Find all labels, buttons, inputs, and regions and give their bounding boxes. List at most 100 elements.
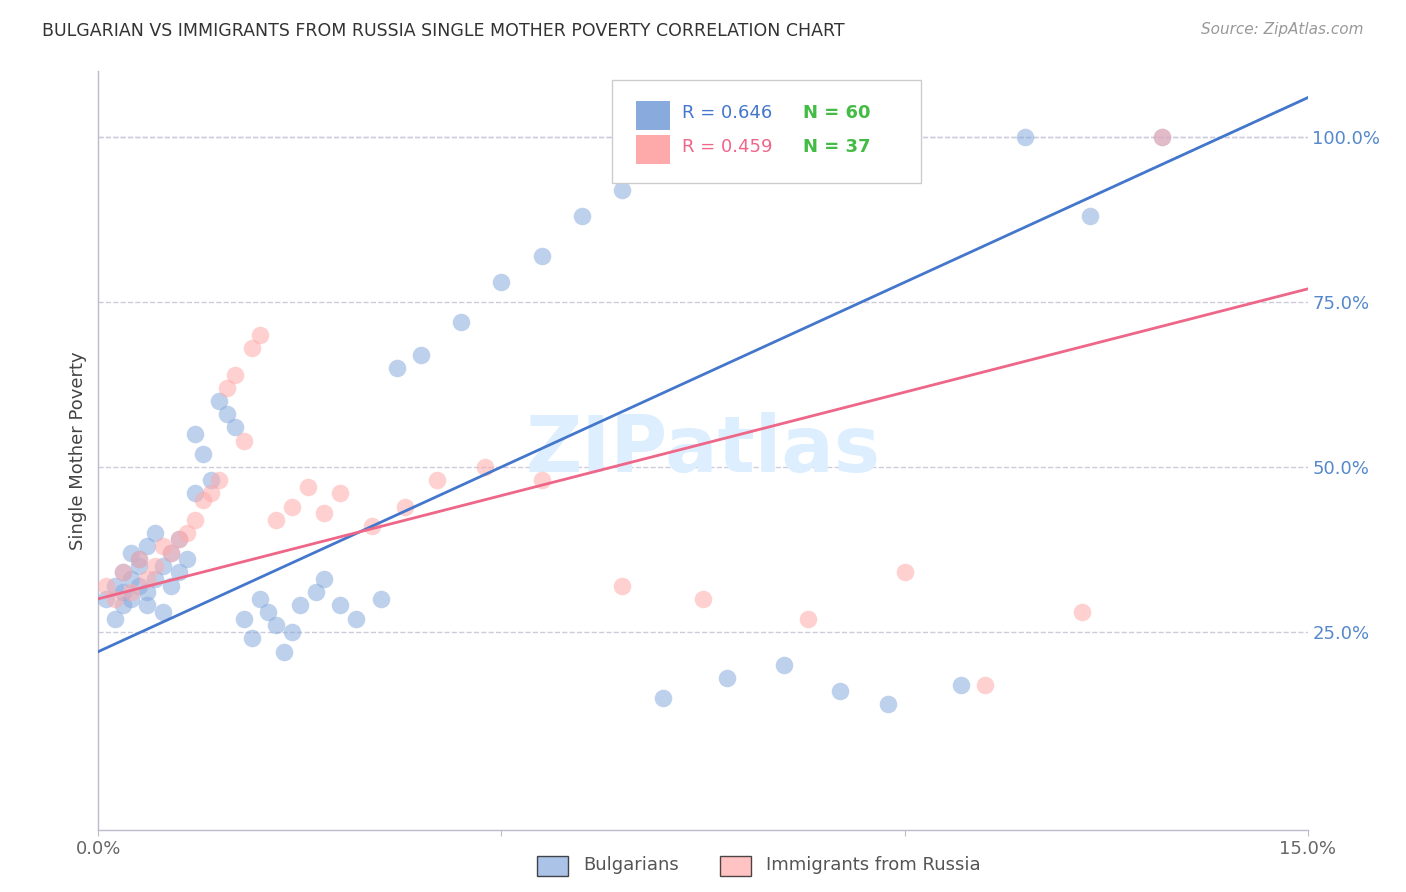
Point — [103, 611, 125, 625]
Point — [135, 572, 157, 586]
Point — [370, 591, 392, 606]
Point — [571, 210, 593, 224]
Point — [716, 671, 738, 685]
Text: Bulgarians: Bulgarians — [583, 856, 679, 874]
Point — [120, 585, 142, 599]
Point — [167, 566, 190, 580]
Point — [217, 381, 239, 395]
Point — [797, 611, 820, 625]
Point — [111, 566, 134, 580]
Point — [314, 506, 336, 520]
Point — [160, 546, 183, 560]
Point — [249, 328, 271, 343]
Point — [273, 644, 295, 658]
Point — [135, 585, 157, 599]
Point — [772, 657, 794, 672]
Point — [288, 599, 311, 613]
FancyBboxPatch shape — [637, 101, 671, 129]
Text: R = 0.459: R = 0.459 — [682, 138, 773, 156]
Point — [208, 394, 231, 409]
Point — [305, 585, 328, 599]
Point — [111, 566, 134, 580]
Point — [111, 585, 134, 599]
Point — [184, 427, 207, 442]
Point — [426, 473, 449, 487]
Point — [152, 558, 174, 573]
FancyBboxPatch shape — [613, 80, 921, 183]
Point — [450, 315, 472, 329]
Point — [651, 690, 673, 705]
Point — [160, 579, 183, 593]
Point — [232, 611, 254, 625]
Point — [329, 486, 352, 500]
Point — [143, 572, 166, 586]
Point — [893, 566, 915, 580]
Point — [240, 632, 263, 646]
Point — [344, 611, 367, 625]
Point — [949, 677, 972, 691]
FancyBboxPatch shape — [637, 135, 671, 164]
Point — [692, 591, 714, 606]
Point — [160, 546, 183, 560]
Point — [200, 486, 222, 500]
Text: N = 37: N = 37 — [803, 138, 870, 156]
Y-axis label: Single Mother Poverty: Single Mother Poverty — [69, 351, 87, 549]
Point — [409, 348, 432, 362]
Text: Source: ZipAtlas.com: Source: ZipAtlas.com — [1201, 22, 1364, 37]
Point — [1078, 210, 1101, 224]
Point — [128, 552, 150, 566]
Point — [96, 591, 118, 606]
Point — [224, 420, 246, 434]
Point — [224, 368, 246, 382]
Text: R = 0.646: R = 0.646 — [682, 104, 773, 122]
Point — [103, 591, 125, 606]
Point — [264, 618, 287, 632]
Point — [184, 486, 207, 500]
Point — [249, 591, 271, 606]
Point — [474, 459, 496, 474]
Point — [167, 533, 190, 547]
Point — [264, 513, 287, 527]
Point — [96, 579, 118, 593]
Point — [200, 473, 222, 487]
Point — [394, 500, 416, 514]
Text: BULGARIAN VS IMMIGRANTS FROM RUSSIA SINGLE MOTHER POVERTY CORRELATION CHART: BULGARIAN VS IMMIGRANTS FROM RUSSIA SING… — [42, 22, 845, 40]
Point — [1152, 130, 1174, 145]
Text: Immigrants from Russia: Immigrants from Russia — [766, 856, 981, 874]
Point — [1152, 130, 1174, 145]
Point — [828, 684, 851, 698]
Text: N = 60: N = 60 — [803, 104, 870, 122]
Point — [111, 599, 134, 613]
Point — [128, 552, 150, 566]
Point — [314, 572, 336, 586]
Point — [385, 361, 408, 376]
Text: ZIPatlas: ZIPatlas — [526, 412, 880, 489]
Point — [120, 591, 142, 606]
Point — [143, 525, 166, 540]
Point — [281, 624, 304, 639]
Point — [143, 558, 166, 573]
Point — [329, 599, 352, 613]
Point — [176, 525, 198, 540]
Point — [1070, 605, 1092, 619]
Point — [240, 341, 263, 355]
Point — [184, 513, 207, 527]
Point — [193, 492, 215, 507]
Point — [120, 572, 142, 586]
Point — [120, 546, 142, 560]
Point — [135, 539, 157, 553]
Point — [128, 558, 150, 573]
Point — [297, 480, 319, 494]
Point — [152, 539, 174, 553]
Point — [135, 599, 157, 613]
Point — [1014, 130, 1036, 145]
Point — [176, 552, 198, 566]
Point — [103, 579, 125, 593]
Point — [877, 698, 900, 712]
Point — [491, 276, 513, 290]
Point — [128, 579, 150, 593]
Point — [281, 500, 304, 514]
Point — [217, 407, 239, 421]
Point — [256, 605, 278, 619]
Point — [612, 183, 634, 197]
